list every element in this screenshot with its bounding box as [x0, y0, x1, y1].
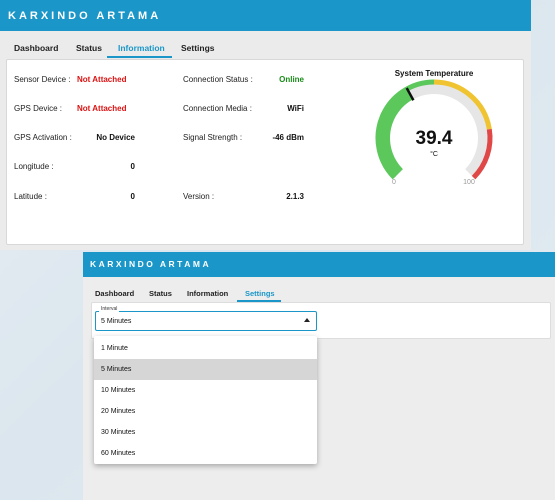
latitude-label: Latitude : [14, 192, 47, 201]
tab-status[interactable]: Status [76, 43, 102, 53]
tab-settings[interactable]: Settings [181, 43, 215, 53]
temperature-gauge: 39.4 °C 0 100 [375, 79, 493, 186]
tab-status-2[interactable]: Status [149, 289, 172, 298]
connection-media-label: Connection Media : [183, 104, 252, 113]
interval-select-value: 5 Minutes [101, 318, 132, 325]
interval-select[interactable]: 5 Minutes [95, 311, 317, 331]
gps-device-value: Not Attached [77, 104, 127, 113]
app-window-information: KARXINDO ARTAMA Dashboard Status Informa… [0, 0, 531, 250]
gauge-title: System Temperature [394, 69, 474, 78]
interval-option[interactable]: 30 Minutes [101, 429, 136, 436]
gps-activation-label: GPS Activation : [14, 133, 72, 142]
app-header-settings: KARXINDO ARTAMA [83, 252, 555, 277]
longitude-label: Longitude : [14, 162, 54, 171]
gps-device-label: GPS Device : [14, 104, 63, 113]
tab-bar: Dashboard Status Information Settings [0, 31, 531, 59]
active-tab-indicator [107, 56, 172, 58]
connection-status-label: Connection Status : [183, 75, 253, 84]
version-value: 2.1.3 [286, 192, 304, 201]
interval-option[interactable]: 1 Minute [101, 345, 128, 352]
gauge-value: 39.4 [416, 128, 453, 149]
signal-strength-value: -46 dBm [272, 133, 304, 142]
active-tab-indicator-2 [237, 300, 281, 302]
gauge-min-label: 0 [392, 179, 396, 186]
interval-option[interactable]: 20 Minutes [101, 408, 136, 415]
tab-settings-2[interactable]: Settings [245, 289, 275, 298]
sensor-device-label: Sensor Device : [14, 75, 71, 84]
app-header: KARXINDO ARTAMA [0, 0, 531, 31]
chevron-up-icon [304, 318, 310, 322]
app-window-settings: KARXINDO ARTAMA Dashboard Status Informa… [83, 252, 555, 500]
tab-dashboard[interactable]: Dashboard [14, 43, 59, 53]
brand-title-settings: KARXINDO ARTAMA [90, 259, 212, 269]
gauge-value-fill [378, 88, 414, 178]
tab-dashboard-2[interactable]: Dashboard [95, 289, 135, 298]
connection-media-value: WiFi [287, 104, 304, 113]
gps-activation-value: No Device [96, 133, 135, 142]
gauge-arc-yellow [433, 79, 492, 130]
interval-option-selected[interactable]: 5 Minutes [94, 359, 317, 380]
signal-strength-label: Signal Strength : [183, 133, 243, 142]
brand-title: KARXINDO ARTAMA [8, 10, 162, 22]
sensor-device-value: Not Attached [77, 75, 127, 84]
interval-option[interactable]: 10 Minutes [101, 387, 136, 394]
interval-dropdown-menu: 1 Minute 5 Minutes 10 Minutes 20 Minutes… [94, 336, 317, 464]
interval-label: Interval [99, 306, 120, 312]
gauge-arc-red [471, 128, 493, 180]
longitude-value: 0 [130, 162, 135, 171]
gauge-unit: °C [430, 150, 438, 158]
gauge-needle-marker [405, 87, 415, 101]
gauge-max-label: 100 [463, 179, 475, 186]
connection-status-value: Online [279, 75, 304, 84]
tab-information-2[interactable]: Information [187, 289, 229, 298]
latitude-value: 0 [130, 192, 135, 201]
interval-option[interactable]: 60 Minutes [101, 450, 136, 457]
tab-information[interactable]: Information [118, 43, 165, 53]
version-label: Version : [183, 192, 215, 201]
